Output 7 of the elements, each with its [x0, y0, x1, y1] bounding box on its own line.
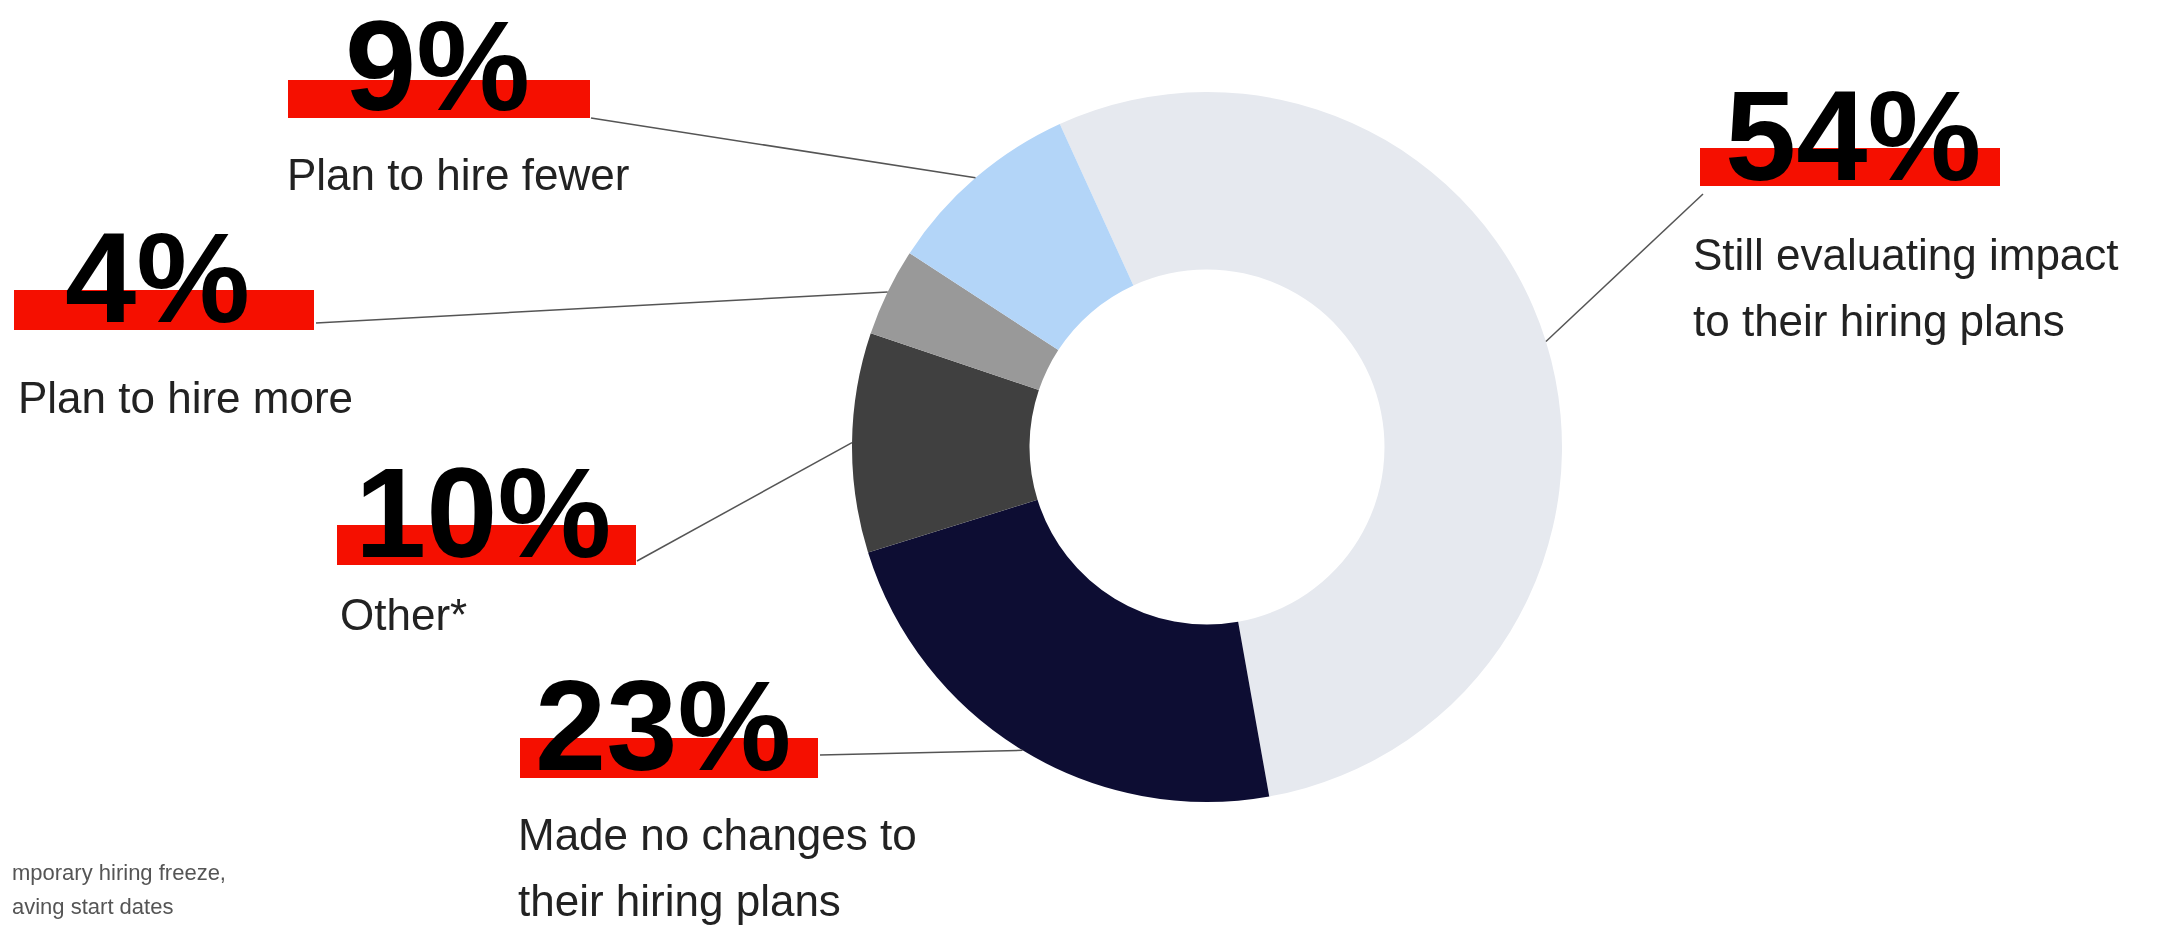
slice-label: Other* [340, 590, 468, 639]
slice-label: Plan to hire more [18, 373, 354, 422]
slice-label: Still evaluating impact to their hiring plans [1693, 230, 2119, 345]
text: mporary hiring freeze, [12, 860, 226, 885]
text: aving start dates [12, 894, 174, 919]
slice-label: Made no changes to their hiring plans [518, 810, 917, 925]
slice-label: Plan to hire fewer [287, 150, 630, 199]
